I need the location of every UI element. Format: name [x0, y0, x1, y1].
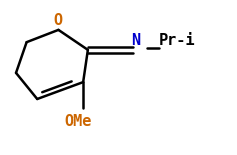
Text: OMe: OMe [65, 114, 92, 129]
Text: Pr-i: Pr-i [159, 33, 195, 48]
Text: O: O [54, 13, 63, 28]
Text: N: N [132, 33, 141, 48]
